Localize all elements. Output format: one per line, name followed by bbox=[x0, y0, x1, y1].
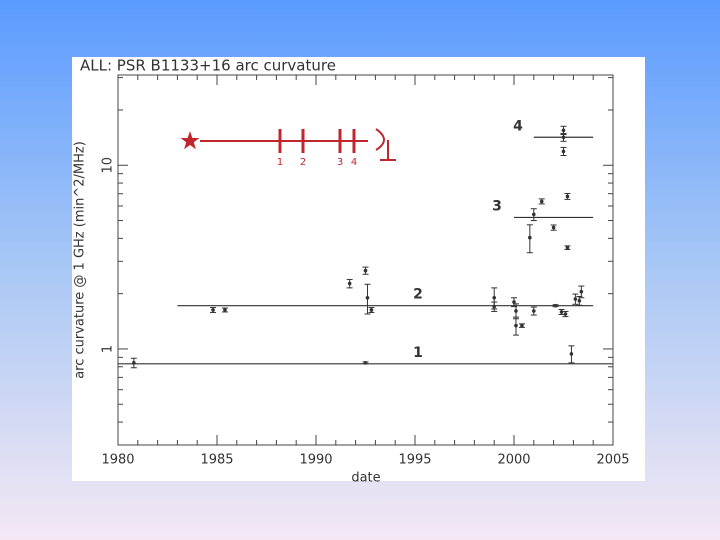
x-tick-label: 1990 bbox=[299, 453, 332, 468]
data-point bbox=[551, 225, 556, 230]
inset-label: 4 bbox=[351, 157, 357, 168]
data-point bbox=[365, 295, 370, 300]
x-tick-label: 1985 bbox=[200, 453, 233, 468]
chart-panel bbox=[72, 57, 645, 481]
data-point bbox=[211, 308, 215, 312]
x-tick-label: 1995 bbox=[398, 453, 431, 468]
level-label: 1 bbox=[413, 345, 423, 361]
data-point bbox=[363, 268, 368, 273]
data-point bbox=[492, 304, 497, 309]
data-point bbox=[569, 352, 574, 356]
data-point bbox=[492, 295, 497, 300]
data-point bbox=[528, 235, 532, 240]
inset-label: 3 bbox=[337, 157, 343, 168]
x-tick-label: 1980 bbox=[101, 453, 134, 468]
level-label: 2 bbox=[413, 287, 423, 303]
x-tick-label: 2000 bbox=[497, 453, 530, 468]
data-point bbox=[520, 323, 524, 328]
y-tick-label: 1 bbox=[101, 345, 116, 353]
data-point bbox=[559, 310, 564, 314]
data-point bbox=[512, 300, 516, 304]
data-point bbox=[539, 199, 544, 204]
data-point bbox=[132, 361, 136, 365]
data-point bbox=[561, 128, 566, 133]
data-point bbox=[514, 309, 518, 313]
data-point bbox=[561, 149, 566, 154]
data-point bbox=[369, 308, 374, 312]
chart-title: ALL: PSR B1133+16 arc curvature bbox=[80, 57, 336, 75]
data-point bbox=[223, 308, 227, 312]
star bbox=[180, 131, 200, 150]
data-point bbox=[514, 323, 518, 328]
level-label: 4 bbox=[513, 118, 523, 134]
x-tick-label: 2005 bbox=[596, 453, 629, 468]
data-point bbox=[532, 212, 536, 217]
screen-shape bbox=[375, 128, 396, 161]
data-point bbox=[553, 303, 558, 308]
data-point bbox=[565, 194, 570, 199]
plot-frame bbox=[117, 74, 614, 446]
data-point bbox=[565, 245, 570, 250]
data-point bbox=[561, 135, 566, 140]
inset-label: 2 bbox=[300, 157, 306, 168]
level-label: 3 bbox=[492, 198, 502, 214]
y-tick-label: 10 bbox=[101, 157, 116, 174]
data-point bbox=[577, 298, 582, 303]
data-point bbox=[532, 309, 536, 313]
inset-label: 1 bbox=[277, 157, 283, 168]
data-point bbox=[573, 297, 578, 301]
data-point bbox=[579, 289, 584, 294]
x-axis-label: date bbox=[351, 471, 380, 486]
y-axis-label: arc curvature @ 1 GHz (min^2/MHz) bbox=[73, 141, 88, 379]
data-point bbox=[363, 361, 368, 365]
data-point bbox=[347, 281, 352, 286]
data-point bbox=[563, 312, 568, 316]
